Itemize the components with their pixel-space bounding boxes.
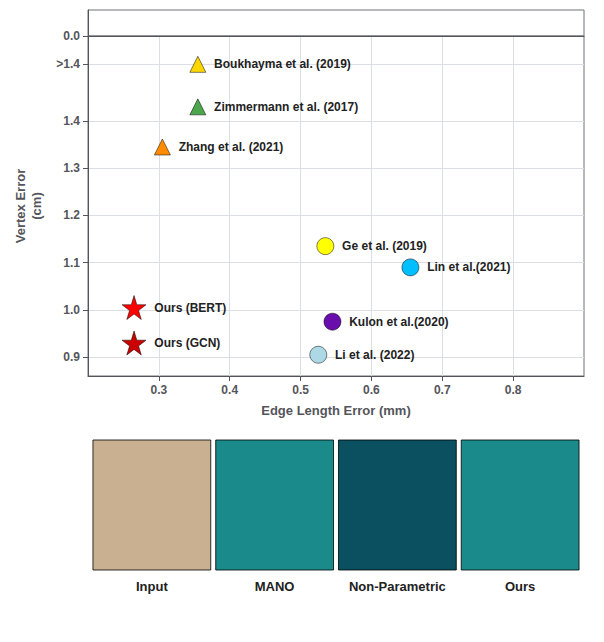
svg-text:0.0: 0.0 (63, 29, 80, 43)
svg-text:Vertex Error: Vertex Error (13, 169, 28, 243)
svg-text:0.8: 0.8 (505, 383, 522, 397)
svg-text:Ge et al. (2019): Ge et al. (2019) (342, 239, 427, 253)
svg-text:Edge Length Error (mm): Edge Length Error (mm) (261, 403, 411, 418)
svg-text:Ours: Ours (505, 579, 535, 594)
svg-text:0.5: 0.5 (292, 383, 309, 397)
svg-text:(cm): (cm) (29, 192, 44, 219)
svg-text:MANO: MANO (255, 579, 295, 594)
svg-text:0.9: 0.9 (63, 350, 80, 364)
svg-text:Ours (GCN): Ours (GCN) (154, 336, 220, 350)
svg-text:0.4: 0.4 (221, 383, 238, 397)
svg-text:Zimmermann et al. (2017): Zimmermann et al. (2017) (214, 100, 358, 114)
svg-text:1.4: 1.4 (63, 114, 80, 128)
svg-text:Li et al. (2022): Li et al. (2022) (335, 348, 414, 362)
svg-text:Lin et al.(2021): Lin et al.(2021) (427, 260, 510, 274)
svg-text:Non-Parametric: Non-Parametric (349, 579, 446, 594)
svg-text:0.6: 0.6 (363, 383, 380, 397)
svg-text:1.1: 1.1 (63, 256, 80, 270)
svg-text:1.0: 1.0 (63, 303, 80, 317)
svg-text:Input: Input (136, 579, 168, 594)
svg-text:0.3: 0.3 (151, 383, 168, 397)
svg-text:Ours (BERT): Ours (BERT) (154, 301, 226, 315)
svg-text:Boukhayma et al. (2019): Boukhayma et al. (2019) (214, 57, 351, 71)
svg-text:1.3: 1.3 (63, 161, 80, 175)
svg-text:>1.4: >1.4 (56, 57, 80, 71)
svg-text:Kulon et al.(2020): Kulon et al.(2020) (349, 315, 448, 329)
svg-text:Zhang et al. (2021): Zhang et al. (2021) (179, 140, 284, 154)
svg-text:0.7: 0.7 (434, 383, 451, 397)
svg-text:1.2: 1.2 (63, 208, 80, 222)
